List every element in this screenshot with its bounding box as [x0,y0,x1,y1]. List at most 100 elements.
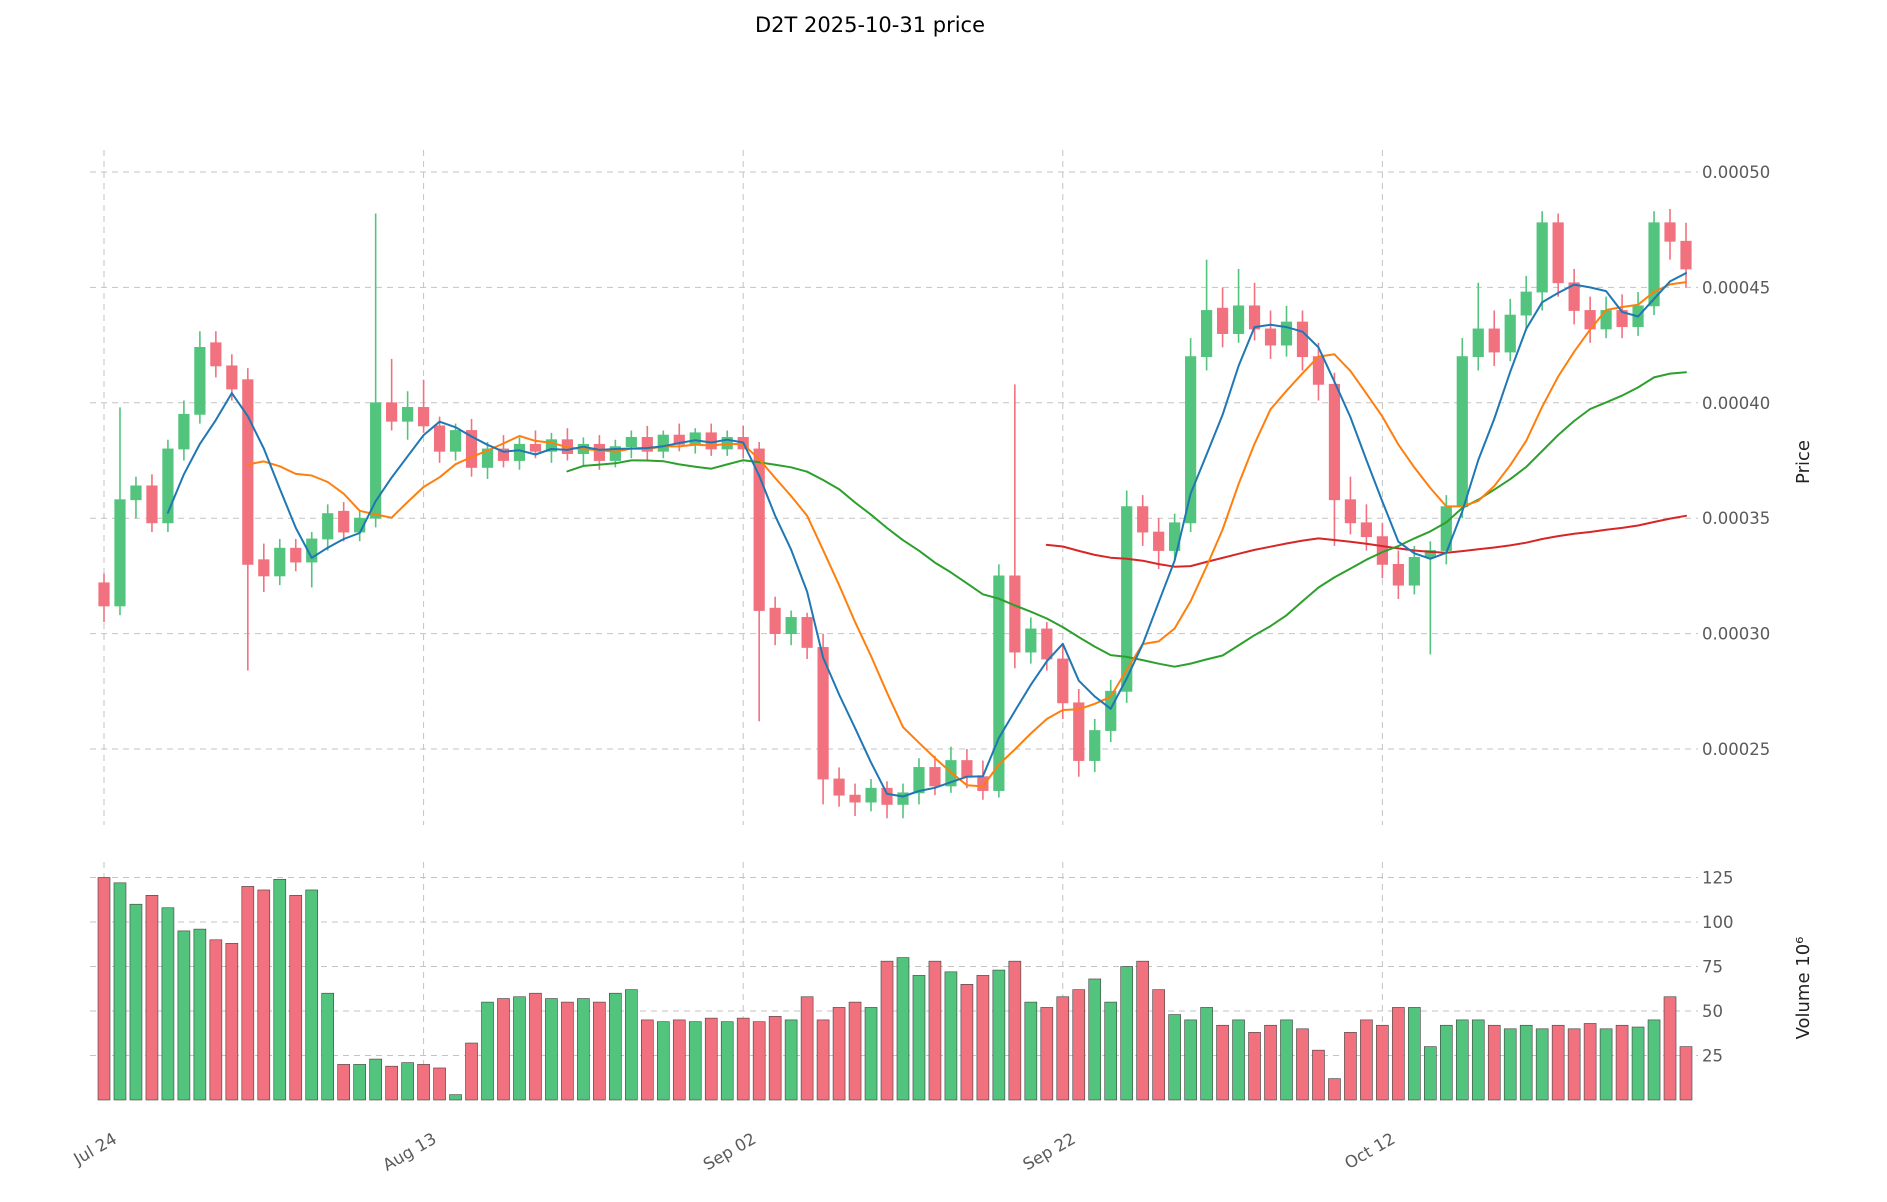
volume-bar [1024,1001,1038,1101]
candlestick [1360,522,1373,538]
volume-bar [816,1019,830,1101]
volume-bar [225,943,239,1101]
candlestick [625,437,637,448]
x-tick-label: Oct 12 [1341,1129,1398,1173]
price-tick-label: 0.00030 [1702,625,1770,644]
candlestick [1264,328,1277,346]
volume-bar [768,1016,782,1101]
volume-bar [1360,1019,1373,1101]
volume-bar [1583,1023,1597,1101]
candlestick [386,402,398,422]
price-tick-label: 0.00040 [1702,394,1770,413]
volume-bar [1535,1028,1549,1101]
volume-bar [944,971,958,1101]
volume-bar [449,1094,462,1101]
candlestick [1664,222,1676,242]
volume-bar [593,1001,606,1101]
volume-bar [1312,1049,1325,1101]
volume-bar [1248,1032,1261,1101]
candlestick [481,448,494,468]
volume-bar [912,975,926,1101]
volume-tick-label: 100 [1702,913,1734,932]
candlestick [673,434,685,445]
volume-bar [625,989,638,1101]
volume-bar [1408,1007,1421,1101]
volume-bar [1200,1007,1213,1101]
candlestick [1025,628,1037,653]
volume-bar [1392,1007,1405,1101]
volume-bar [880,960,894,1101]
volume-bar [257,889,271,1101]
candlestick [897,792,909,805]
volume-bar [960,983,974,1101]
volume-bar [1471,1019,1485,1101]
volume-tick-label: 50 [1702,1002,1723,1021]
candlestick [881,787,893,805]
chart-title: D2T 2025-10-31 price [755,13,985,37]
volume-bar [385,1065,398,1101]
candlestick [1408,557,1420,586]
volume-bar [672,1019,686,1101]
volume-bar [704,1017,718,1101]
candlestick [226,365,238,390]
volume-tick-label: 125 [1702,869,1734,888]
candlestick [274,547,286,577]
candlestick [114,499,126,607]
volume-bar [305,889,319,1101]
candlestick [609,446,621,461]
price-axis-label: Price [1793,440,1814,484]
candlestick [817,647,829,780]
volume-bar [529,992,542,1101]
volume-bar [1280,1019,1293,1101]
candlestick [1392,563,1404,586]
price-tick-label: 0.00045 [1702,278,1770,297]
volume-bar [1152,989,1165,1101]
volume-bar [577,998,590,1101]
volume-bar [545,998,558,1101]
candlestick [497,448,510,461]
candlestick [1137,506,1149,533]
moving-average-lines [166,272,1687,798]
volume-bar [177,930,191,1101]
volume-bar [720,1021,734,1101]
volume-bar [193,928,207,1101]
ma-line-60 [1045,514,1687,568]
volume-tick-label: 75 [1702,958,1723,977]
candlestick [1153,531,1165,551]
candlestick [1344,499,1357,524]
candlestick [1648,222,1660,307]
volume-bar [289,894,303,1101]
candlestick [1073,702,1085,761]
candlestick [1568,282,1580,311]
volume-bar [241,886,255,1101]
volume-bar [273,878,287,1101]
volume-bar [800,996,814,1101]
candlestick [1105,690,1117,731]
candlestick [1520,291,1532,316]
volume-bar [896,957,910,1101]
candlestick [1296,321,1309,358]
volume-bar [1424,1046,1437,1101]
candlestick [465,430,478,468]
candlestick [913,767,925,794]
volume-bar [1056,996,1070,1101]
candlestick [433,425,446,452]
candlestick [1680,240,1692,270]
volume-bar [1136,960,1149,1101]
candlestick [545,439,558,452]
volume-bar [145,894,159,1101]
ma-line-30 [566,371,1687,668]
volume-bar [928,960,942,1101]
volume-bar [1040,1007,1054,1101]
candlestick [769,607,781,634]
candlestick [657,434,669,452]
x-tick-label: Jul 24 [70,1129,120,1169]
candlestick [1424,550,1436,558]
volume-bar [209,939,223,1101]
volume-bar [1296,1028,1309,1101]
candlestick [1009,575,1021,653]
volume-bar [401,1062,414,1101]
candlestick [1488,328,1500,353]
candlestick [130,485,142,501]
